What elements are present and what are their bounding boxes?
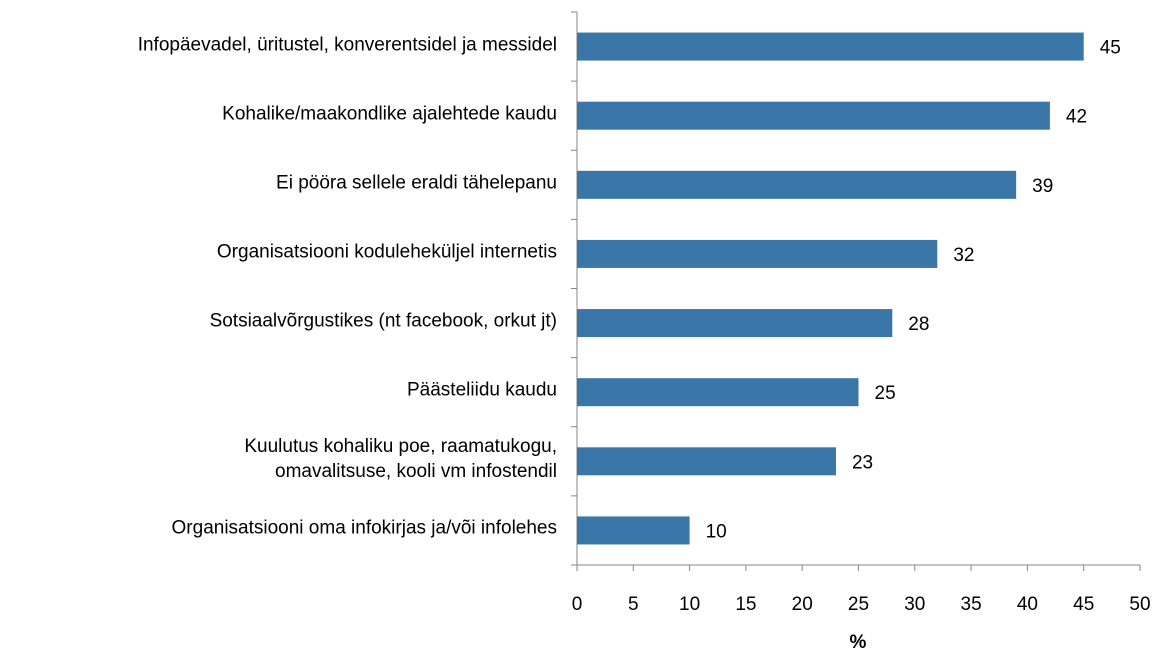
data-label: 42 [1066, 107, 1087, 128]
bar [577, 309, 893, 338]
x-tick-label: 40 [1017, 594, 1038, 615]
data-label: 32 [953, 245, 974, 266]
x-tick-label: 0 [572, 594, 583, 615]
x-tick-label: 5 [628, 594, 639, 615]
x-axis-label: % [850, 632, 867, 651]
x-tick-label: 35 [961, 594, 982, 615]
bar [577, 447, 836, 476]
bar [577, 101, 1050, 130]
bar [577, 516, 690, 545]
data-label: 45 [1100, 38, 1121, 59]
bar [577, 32, 1084, 61]
data-label: 39 [1032, 176, 1053, 197]
x-tick-label: 30 [904, 594, 925, 615]
y-tick-label: Kohalike/maakondlike ajalehtede kaudu [222, 103, 557, 125]
x-tick-label: 25 [848, 594, 869, 615]
bar [577, 239, 938, 268]
x-tick-label: 20 [792, 594, 813, 615]
data-label: 10 [706, 521, 727, 542]
y-tick-label: Päästeliidu kaudu [407, 379, 557, 401]
y-tick-label: Kuulutus kohaliku poe, raamatukogu, omav… [244, 436, 557, 483]
data-label: 28 [908, 314, 929, 335]
data-label: 25 [875, 383, 896, 404]
data-label: 23 [852, 452, 873, 473]
y-tick-label: Infopäevadel, üritustel, konverentsidel … [137, 34, 557, 56]
x-tick-label: 15 [735, 594, 756, 615]
bar [577, 170, 1017, 199]
y-tick-label: Ei pööra sellele eraldi tähelepanu [276, 172, 557, 194]
bar [577, 378, 859, 407]
y-tick-label: Organisatsiooni oma infokirjas ja/või in… [171, 517, 557, 539]
y-tick-label: Organisatsiooni koduleheküljel interneti… [216, 241, 557, 263]
x-tick-label: 45 [1073, 594, 1094, 615]
x-tick-label: 10 [679, 594, 700, 615]
y-tick-label: Sotsiaalvõrgustikes (nt facebook, orkut … [209, 310, 557, 332]
x-tick-label: 50 [1129, 594, 1150, 615]
